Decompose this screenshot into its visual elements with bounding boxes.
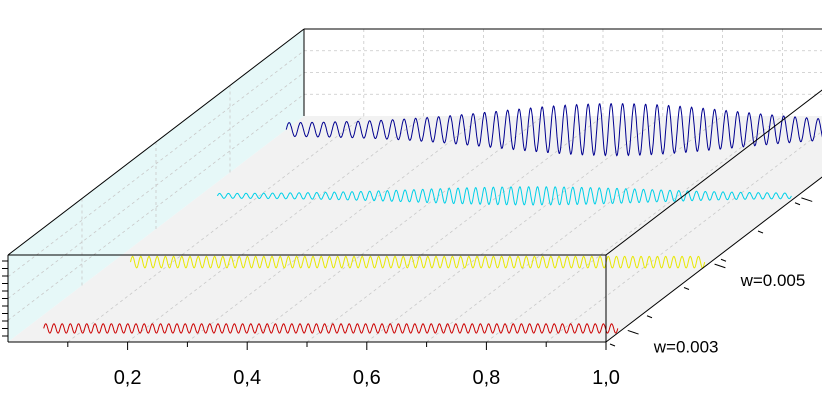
frame-edge: [605, 176, 822, 343]
floor-grid-line: [366, 115, 664, 343]
floor: [8, 116, 822, 342]
depth-axis-tick: [714, 263, 726, 269]
depth-axis-minor-tick: [609, 343, 616, 347]
floor-grid-line: [426, 115, 723, 343]
x-tick-label: 1,0: [592, 367, 620, 389]
series-label: w=0.003: [653, 337, 719, 356]
floor-grid-line: [67, 115, 365, 343]
chart-ticks: [2, 197, 813, 350]
series-line: [285, 103, 822, 157]
depth-axis-minor-tick: [646, 315, 653, 319]
depth-axis-tick: [627, 329, 639, 335]
left-wall-grid-line: [7, 50, 305, 278]
chart-series: [43, 103, 822, 334]
frame-edge: [605, 89, 822, 256]
floor-grid-line: [187, 115, 484, 343]
chart-grid: [7, 29, 822, 343]
floor-grid-line: [306, 115, 604, 343]
depth-axis-minor-tick: [683, 287, 690, 290]
depth-axis-minor-tick: [757, 230, 764, 234]
depth-axis-tick: [801, 197, 813, 202]
floor-grid-line: [127, 115, 424, 343]
series-label: w=0.005: [740, 271, 806, 290]
floor-grid-line: [486, 115, 783, 343]
x-axis-tick-labels: 0,2 0,4 0,6 0,8 1,0: [114, 367, 620, 389]
x-tick-label: 0,6: [353, 367, 381, 389]
x-tick-label: 0,4: [233, 367, 261, 389]
x-tick-label: 0,8: [472, 367, 500, 389]
x-tick-label: 0,2: [114, 367, 142, 389]
depth-axis-minor-tick: [794, 202, 801, 206]
chart-walls: [8, 29, 822, 342]
left-wall-grid-line: [7, 93, 305, 321]
floor-grid-line: [246, 115, 544, 343]
series-line: [130, 255, 706, 269]
floor-grid-line: [545, 130, 822, 343]
series-line: [216, 186, 792, 206]
depth-axis-minor-tick: [720, 258, 727, 262]
series-line: [43, 323, 619, 334]
frame-edge: [7, 28, 305, 256]
